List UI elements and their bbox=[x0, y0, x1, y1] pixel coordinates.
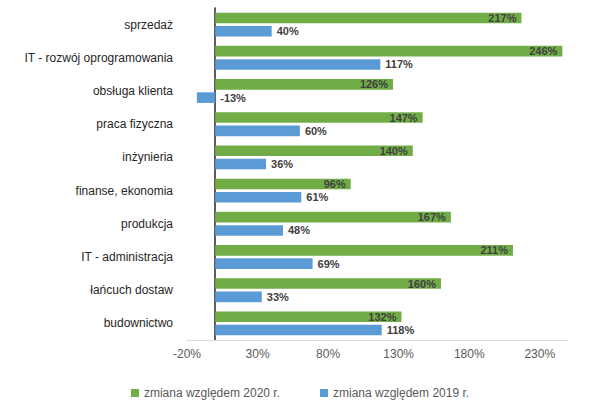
svg-text:finanse, ekonomia: finanse, ekonomia bbox=[76, 184, 174, 198]
svg-text:30%: 30% bbox=[246, 347, 270, 361]
svg-text:80%: 80% bbox=[316, 347, 340, 361]
svg-text:167%: 167% bbox=[418, 211, 446, 223]
svg-text:61%: 61% bbox=[306, 191, 328, 203]
svg-text:60%: 60% bbox=[305, 125, 327, 137]
svg-text:łańcuch dostaw: łańcuch dostaw bbox=[90, 283, 173, 297]
svg-text:obsługa klienta: obsługa klienta bbox=[93, 84, 173, 98]
svg-text:126%: 126% bbox=[360, 78, 388, 90]
svg-text:96%: 96% bbox=[324, 178, 346, 190]
svg-text:147%: 147% bbox=[390, 112, 418, 124]
svg-text:36%: 36% bbox=[271, 158, 293, 170]
svg-text:160%: 160% bbox=[408, 278, 436, 290]
svg-text:budownictwo: budownictwo bbox=[104, 316, 174, 330]
svg-text:-20%: -20% bbox=[173, 347, 201, 361]
svg-text:180%: 180% bbox=[454, 347, 485, 361]
svg-text:48%: 48% bbox=[288, 224, 310, 236]
svg-text:IT - administracja: IT - administracja bbox=[81, 250, 173, 264]
svg-text:zmiana względem 2020 r.: zmiana względem 2020 r. bbox=[144, 386, 280, 400]
svg-text:117%: 117% bbox=[385, 58, 413, 70]
svg-text:sprzedaż: sprzedaż bbox=[124, 18, 173, 32]
svg-text:211%: 211% bbox=[480, 244, 508, 256]
svg-text:246%: 246% bbox=[529, 45, 557, 57]
svg-text:230%: 230% bbox=[524, 347, 555, 361]
svg-text:140%: 140% bbox=[380, 145, 408, 157]
svg-text:217%: 217% bbox=[488, 12, 516, 24]
svg-text:produkcja: produkcja bbox=[121, 217, 173, 231]
svg-text:130%: 130% bbox=[383, 347, 414, 361]
svg-text:132%: 132% bbox=[368, 311, 396, 323]
svg-text:-13%: -13% bbox=[220, 92, 246, 104]
svg-text:118%: 118% bbox=[387, 324, 415, 336]
svg-text:zmiana względem 2019 r.: zmiana względem 2019 r. bbox=[333, 386, 469, 400]
svg-text:praca fizyczna: praca fizyczna bbox=[96, 117, 173, 131]
svg-text:40%: 40% bbox=[277, 25, 299, 37]
svg-text:inżynieria: inżynieria bbox=[122, 150, 173, 164]
svg-text:IT - rozwój oprogramowania: IT - rozwój oprogramowania bbox=[24, 51, 173, 65]
svg-text:69%: 69% bbox=[318, 258, 340, 270]
svg-text:33%: 33% bbox=[267, 291, 289, 303]
